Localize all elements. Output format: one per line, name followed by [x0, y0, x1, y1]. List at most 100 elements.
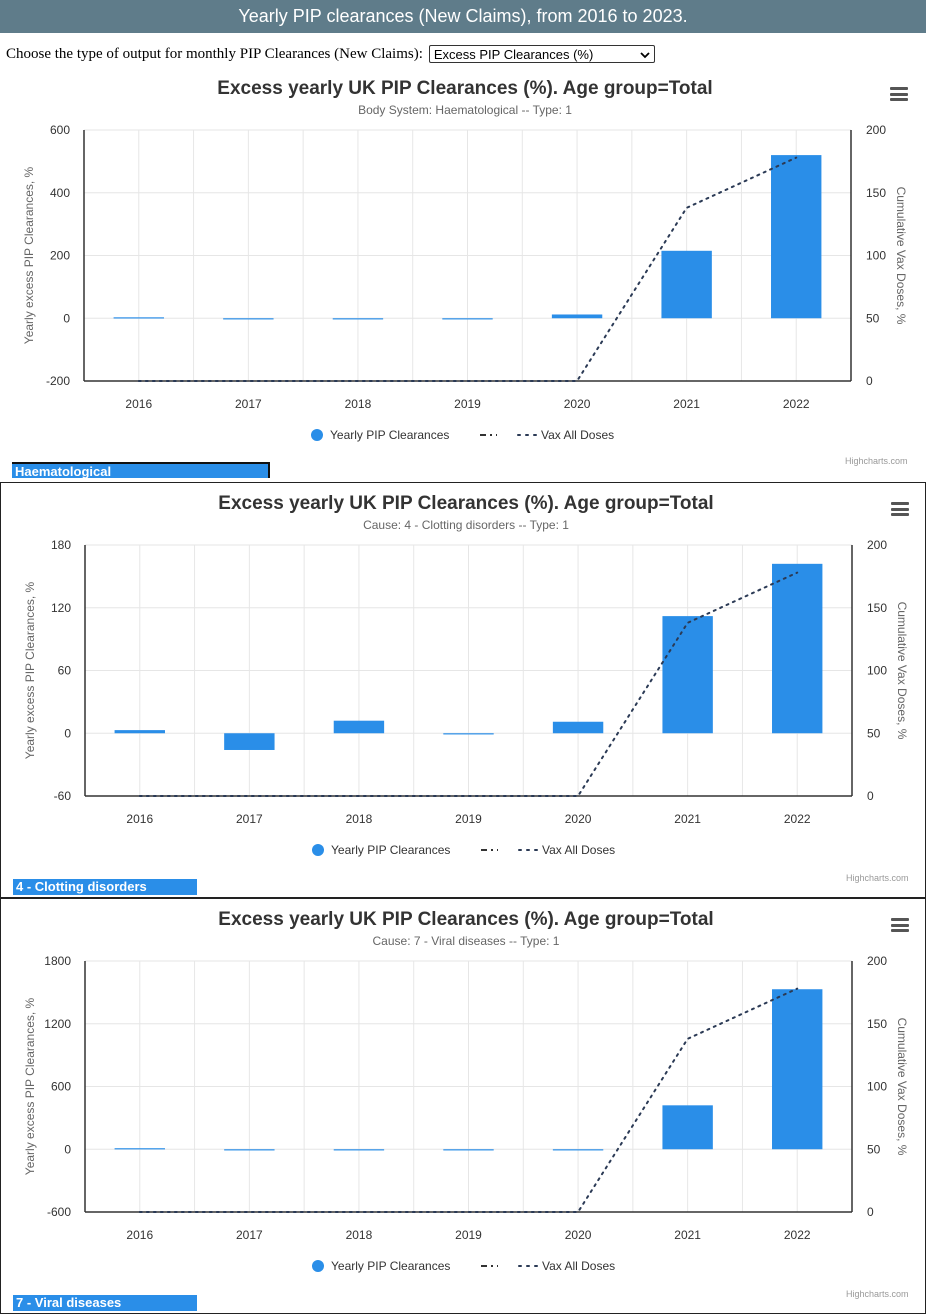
- highcharts-credits[interactable]: Highcharts.com: [846, 873, 909, 883]
- bar-yearly-pip-2021[interactable]: [662, 616, 712, 733]
- bar-yearly-pip-2019[interactable]: [443, 1149, 493, 1150]
- y-tick-label: 0: [64, 726, 71, 740]
- x-tick-label: 2016: [126, 1228, 153, 1242]
- x-tick-label: 2020: [564, 397, 591, 411]
- bar-yearly-pip-2018[interactable]: [333, 318, 383, 319]
- y2-tick-label: 50: [866, 311, 880, 325]
- chart-subtitle: Cause: 4 - Clotting disorders -- Type: 1: [363, 518, 569, 532]
- y2-tick-label: 200: [867, 538, 887, 552]
- chart-subtitle: Cause: 7 - Viral diseases -- Type: 1: [373, 934, 560, 948]
- y-axis-title: Yearly excess PIP Clearances, %: [23, 581, 37, 759]
- x-tick-label: 2017: [236, 812, 263, 826]
- y2-tick-label: 50: [867, 726, 881, 740]
- highcharts-credits[interactable]: Highcharts.com: [845, 456, 908, 466]
- bar-yearly-pip-2016[interactable]: [115, 1148, 165, 1149]
- x-tick-label: 2019: [455, 1228, 482, 1242]
- output-type-selected: Excess PIP Clearances (%): [434, 47, 593, 62]
- cause-label: 4 - Clotting disorders: [13, 879, 197, 895]
- y-axis-title: Yearly excess PIP Clearances, %: [22, 166, 36, 344]
- y-axis-title: Yearly excess PIP Clearances, %: [23, 997, 37, 1175]
- x-tick-label: 2017: [235, 397, 262, 411]
- chart-title: Excess yearly UK PIP Clearances (%). Age…: [218, 909, 713, 930]
- legend-item-vax-all-doses[interactable]: Vax All Doses: [542, 1259, 615, 1273]
- chart-menu-icon[interactable]: [891, 918, 909, 932]
- cause-label: 7 - Viral diseases: [13, 1295, 197, 1311]
- legend-item-vax-all-doses[interactable]: Vax All Doses: [541, 428, 614, 442]
- y-tick-label: -60: [54, 789, 72, 803]
- legend-item-yearly-pip[interactable]: Yearly PIP Clearances: [330, 428, 449, 442]
- bar-yearly-pip-2021[interactable]: [661, 251, 711, 318]
- bar-yearly-pip-2019[interactable]: [442, 318, 492, 319]
- y-tick-label: 1200: [44, 1017, 71, 1031]
- bar-yearly-pip-2021[interactable]: [662, 1105, 712, 1149]
- y2-tick-label: 200: [867, 954, 887, 968]
- x-tick-label: 2021: [674, 812, 701, 826]
- x-tick-label: 2017: [236, 1228, 263, 1242]
- bar-yearly-pip-2016[interactable]: [114, 317, 164, 318]
- x-tick-label: 2022: [784, 812, 811, 826]
- x-tick-label: 2022: [784, 1228, 811, 1242]
- legend-item-yearly-pip[interactable]: Yearly PIP Clearances: [331, 843, 450, 857]
- y-tick-label: 60: [58, 664, 72, 678]
- x-tick-label: 2020: [565, 1228, 592, 1242]
- bar-yearly-pip-2016[interactable]: [115, 730, 165, 733]
- chart-subtitle: Body System: Haematological -- Type: 1: [358, 103, 572, 117]
- chart-menu-icon[interactable]: [891, 502, 909, 516]
- legend-item-yearly-pip[interactable]: Yearly PIP Clearances: [331, 1259, 450, 1273]
- legend-bar-symbol: [312, 844, 324, 856]
- chevron-down-icon: [640, 47, 650, 62]
- bar-yearly-pip-2018[interactable]: [334, 721, 384, 734]
- bar-yearly-pip-2017[interactable]: [223, 318, 273, 319]
- x-tick-label: 2019: [455, 812, 482, 826]
- y-tick-label: 120: [51, 601, 71, 615]
- y2-tick-label: 150: [866, 186, 886, 200]
- x-tick-label: 2018: [345, 397, 372, 411]
- bar-yearly-pip-2022[interactable]: [771, 155, 821, 318]
- y-tick-label: -200: [46, 374, 70, 388]
- chart-svg: Excess yearly UK PIP Clearances (%). Age…: [1, 899, 926, 1315]
- highcharts-credits[interactable]: Highcharts.com: [846, 1289, 909, 1299]
- legend-bar-symbol: [312, 1260, 324, 1272]
- y2-tick-label: 150: [867, 601, 887, 615]
- page-header: Yearly PIP clearances (New Claims), from…: [0, 0, 926, 33]
- y2-tick-label: 0: [867, 789, 874, 803]
- chart-panel: Excess yearly UK PIP Clearances (%). Age…: [0, 68, 926, 482]
- output-type-label: Choose the type of output for monthly PI…: [6, 46, 423, 63]
- x-tick-label: 2021: [674, 1228, 701, 1242]
- output-type-select[interactable]: Excess PIP Clearances (%): [429, 45, 655, 63]
- bar-yearly-pip-2020[interactable]: [553, 722, 603, 734]
- bar-yearly-pip-2020[interactable]: [553, 1149, 603, 1150]
- bar-yearly-pip-2019[interactable]: [443, 733, 493, 734]
- x-tick-label: 2022: [783, 397, 810, 411]
- x-tick-label: 2018: [346, 812, 373, 826]
- cause-label: Haematological: [12, 462, 270, 478]
- legend-item-vax-all-doses[interactable]: Vax All Doses: [542, 843, 615, 857]
- chart-panel: Excess yearly UK PIP Clearances (%). Age…: [0, 482, 926, 898]
- y2-tick-label: 0: [866, 374, 873, 388]
- y2-tick-label: 0: [867, 1205, 874, 1219]
- bar-yearly-pip-2017[interactable]: [224, 733, 274, 750]
- chart-title: Excess yearly UK PIP Clearances (%). Age…: [217, 78, 712, 99]
- bar-yearly-pip-2018[interactable]: [334, 1149, 384, 1150]
- bar-yearly-pip-2022[interactable]: [772, 989, 822, 1149]
- bar-yearly-pip-2022[interactable]: [772, 564, 822, 733]
- x-tick-label: 2019: [454, 397, 481, 411]
- y-tick-label: 0: [64, 1142, 71, 1156]
- x-tick-label: 2016: [126, 812, 153, 826]
- bar-yearly-pip-2017[interactable]: [224, 1149, 274, 1150]
- x-tick-label: 2016: [125, 397, 152, 411]
- output-type-row: Choose the type of output for monthly PI…: [6, 45, 655, 63]
- x-tick-label: 2021: [673, 397, 700, 411]
- y-tick-label: 180: [51, 538, 71, 552]
- y2-axis-title: Cumulative Vax Doses, %: [895, 602, 909, 740]
- y-tick-label: 600: [50, 123, 70, 137]
- y2-tick-label: 100: [866, 249, 886, 263]
- chart-title: Excess yearly UK PIP Clearances (%). Age…: [218, 493, 713, 514]
- y-tick-label: 600: [51, 1080, 71, 1094]
- chart-menu-icon[interactable]: [890, 87, 908, 101]
- y-tick-label: -600: [47, 1205, 71, 1219]
- x-tick-label: 2020: [565, 812, 592, 826]
- y2-tick-label: 100: [867, 664, 887, 678]
- y2-axis-title: Cumulative Vax Doses, %: [894, 187, 908, 325]
- bar-yearly-pip-2020[interactable]: [552, 314, 602, 318]
